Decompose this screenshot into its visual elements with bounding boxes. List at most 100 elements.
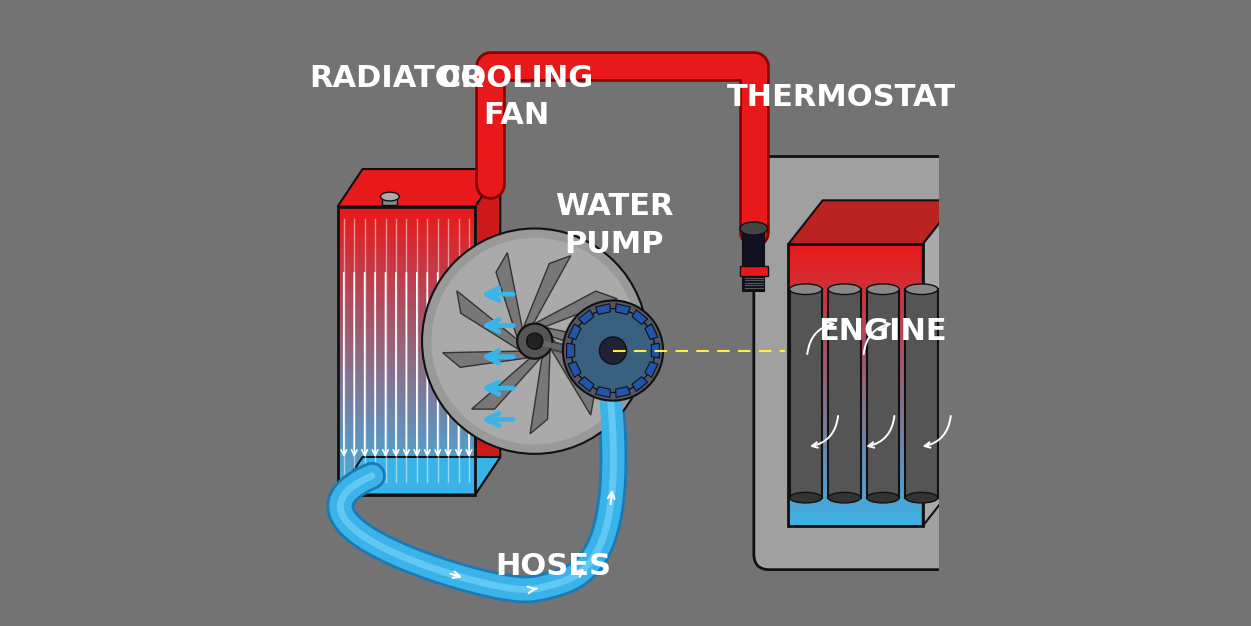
Polygon shape xyxy=(567,343,574,358)
Bar xyxy=(788,406,923,413)
Bar xyxy=(338,314,475,322)
Bar xyxy=(788,512,923,519)
Bar xyxy=(867,289,899,498)
Polygon shape xyxy=(578,310,594,324)
Bar xyxy=(788,491,923,498)
Polygon shape xyxy=(547,328,626,362)
Bar xyxy=(788,300,923,307)
Bar xyxy=(788,420,923,427)
Polygon shape xyxy=(338,169,500,207)
Polygon shape xyxy=(530,351,550,434)
Polygon shape xyxy=(550,339,594,415)
Bar xyxy=(338,466,475,473)
Bar xyxy=(338,372,475,379)
Bar xyxy=(338,394,475,401)
Bar xyxy=(788,244,923,526)
Bar xyxy=(741,265,768,276)
Bar xyxy=(338,285,475,293)
Bar xyxy=(788,279,923,287)
Bar xyxy=(906,289,938,498)
Circle shape xyxy=(563,300,663,401)
Text: PUMP: PUMP xyxy=(564,230,664,259)
Polygon shape xyxy=(632,310,648,324)
Bar xyxy=(338,336,475,343)
Bar xyxy=(788,251,923,258)
Bar xyxy=(338,444,475,451)
Polygon shape xyxy=(475,169,500,495)
Bar xyxy=(338,429,475,437)
Bar xyxy=(788,259,923,265)
Polygon shape xyxy=(338,457,500,495)
Bar xyxy=(788,329,923,336)
Bar xyxy=(788,427,923,434)
Circle shape xyxy=(422,228,648,454)
Bar xyxy=(338,458,475,466)
Bar xyxy=(828,289,861,498)
Bar xyxy=(788,287,923,294)
Bar xyxy=(788,265,923,272)
Bar xyxy=(338,272,475,279)
Bar xyxy=(788,498,923,505)
Bar xyxy=(788,470,923,476)
Bar xyxy=(338,214,475,221)
Bar xyxy=(788,336,923,343)
Bar xyxy=(788,434,923,441)
Text: ENGINE: ENGINE xyxy=(818,317,947,346)
Bar xyxy=(788,441,923,448)
Polygon shape xyxy=(632,377,648,391)
Bar xyxy=(338,379,475,387)
Bar xyxy=(788,294,923,300)
Text: HOSES: HOSES xyxy=(495,552,612,581)
FancyBboxPatch shape xyxy=(754,156,976,570)
Bar xyxy=(338,322,475,329)
Bar xyxy=(338,480,475,487)
Bar xyxy=(338,264,475,272)
Polygon shape xyxy=(652,343,659,358)
Bar xyxy=(788,463,923,470)
Polygon shape xyxy=(595,387,610,398)
Text: FAN: FAN xyxy=(483,101,549,130)
Polygon shape xyxy=(644,324,658,339)
Bar xyxy=(338,250,475,257)
Bar xyxy=(338,416,475,423)
Bar xyxy=(338,386,475,394)
Circle shape xyxy=(527,333,543,349)
Bar xyxy=(788,371,923,378)
Text: THERMOSTAT: THERMOSTAT xyxy=(727,83,956,111)
Bar xyxy=(788,399,923,406)
Ellipse shape xyxy=(906,284,938,294)
Bar xyxy=(338,365,475,372)
Polygon shape xyxy=(568,324,580,339)
Bar xyxy=(788,456,923,463)
Circle shape xyxy=(517,324,552,359)
Polygon shape xyxy=(615,304,631,314)
Bar xyxy=(788,272,923,279)
Bar xyxy=(338,487,475,495)
Polygon shape xyxy=(578,377,594,391)
Bar xyxy=(383,197,398,205)
Bar xyxy=(338,293,475,300)
Bar xyxy=(788,357,923,364)
Circle shape xyxy=(599,337,627,364)
Bar xyxy=(788,392,923,399)
Bar xyxy=(338,300,475,307)
Polygon shape xyxy=(443,351,528,367)
Ellipse shape xyxy=(380,192,399,201)
Bar xyxy=(788,385,923,392)
Polygon shape xyxy=(524,256,570,327)
Ellipse shape xyxy=(828,284,861,294)
Ellipse shape xyxy=(867,493,899,503)
Bar xyxy=(338,279,475,285)
Bar xyxy=(338,221,475,228)
Bar xyxy=(788,378,923,385)
Bar xyxy=(338,243,475,250)
Text: COOLING: COOLING xyxy=(438,64,593,93)
Text: RADIATOR: RADIATOR xyxy=(309,64,484,93)
Polygon shape xyxy=(615,387,631,398)
Ellipse shape xyxy=(789,493,822,503)
Bar xyxy=(338,228,475,235)
Polygon shape xyxy=(535,291,617,327)
Bar xyxy=(338,351,475,358)
Bar xyxy=(789,289,822,498)
Bar xyxy=(788,505,923,512)
